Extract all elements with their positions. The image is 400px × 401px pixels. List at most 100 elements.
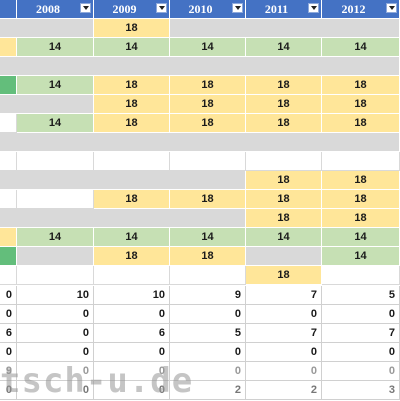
cell[interactable]: 6	[94, 324, 170, 343]
cell[interactable]: 18	[322, 190, 400, 209]
header-cell-2010[interactable]: 2010	[170, 0, 246, 19]
cell[interactable]: 10	[17, 286, 94, 305]
cell[interactable]: 18	[94, 95, 170, 114]
cell[interactable]	[0, 228, 17, 247]
cell[interactable]	[0, 190, 17, 209]
cell[interactable]: 0	[94, 305, 170, 324]
cell[interactable]: 18	[322, 171, 400, 190]
cell[interactable]: 9	[170, 286, 246, 305]
filter-dropdown-icon[interactable]	[386, 3, 397, 13]
cell[interactable]	[0, 266, 17, 285]
cell[interactable]: 14	[322, 38, 400, 57]
cell[interactable]	[0, 114, 17, 133]
cell[interactable]: 18	[246, 114, 322, 133]
cell[interactable]: 0	[17, 343, 94, 362]
cell[interactable]	[322, 152, 400, 171]
cell[interactable]	[17, 266, 94, 285]
cell[interactable]	[246, 152, 322, 171]
cell[interactable]: 18	[94, 247, 170, 266]
cell[interactable]: 14	[322, 247, 400, 266]
cell[interactable]: 7	[246, 324, 322, 343]
cell[interactable]: 0	[246, 305, 322, 324]
cell[interactable]	[170, 266, 246, 285]
cell[interactable]: 18	[246, 190, 322, 209]
cell[interactable]: 0	[17, 324, 94, 343]
cell[interactable]: 18	[170, 76, 246, 95]
cell[interactable]: 14	[17, 114, 94, 133]
header-cell-2008[interactable]: 2008	[17, 0, 94, 19]
cell[interactable]	[94, 266, 170, 285]
cell[interactable]: 18	[94, 19, 170, 38]
cell[interactable]: 18	[94, 114, 170, 133]
cell[interactable]: 9	[0, 362, 17, 381]
cell[interactable]: 0	[0, 286, 17, 305]
filter-dropdown-icon[interactable]	[308, 3, 319, 13]
cell[interactable]: 0	[246, 362, 322, 381]
cell[interactable]: 14	[94, 38, 170, 57]
filter-dropdown-icon[interactable]	[80, 3, 91, 13]
cell[interactable]: 18	[246, 209, 322, 228]
cell[interactable]: 10	[94, 286, 170, 305]
cell[interactable]: 0	[322, 343, 400, 362]
cell[interactable]	[0, 209, 246, 228]
cell[interactable]: 18	[322, 209, 400, 228]
cell[interactable]	[0, 152, 17, 171]
cell[interactable]	[0, 76, 17, 95]
cell[interactable]: 7	[322, 324, 400, 343]
cell[interactable]	[17, 152, 94, 171]
cell[interactable]	[246, 247, 322, 266]
cell[interactable]: 18	[94, 190, 170, 209]
cell[interactable]	[0, 247, 17, 266]
cell[interactable]: 5	[322, 286, 400, 305]
cell[interactable]: 0	[170, 343, 246, 362]
cell[interactable]: 14	[17, 228, 94, 247]
cell[interactable]	[0, 95, 94, 114]
cell[interactable]: 0	[0, 343, 17, 362]
cell[interactable]: 14	[17, 38, 94, 57]
header-cell-2012[interactable]: 2012	[322, 0, 400, 19]
cell[interactable]: 14	[170, 228, 246, 247]
cell[interactable]: 0	[0, 305, 17, 324]
cell[interactable]	[0, 133, 400, 152]
cell[interactable]: 0	[322, 305, 400, 324]
cell[interactable]: 18	[246, 76, 322, 95]
filter-dropdown-icon[interactable]	[156, 3, 167, 13]
cell[interactable]	[322, 266, 400, 285]
cell[interactable]: 18	[246, 171, 322, 190]
cell[interactable]: 18	[322, 114, 400, 133]
cell[interactable]: 18	[170, 190, 246, 209]
cell[interactable]: 0	[170, 362, 246, 381]
cell[interactable]: 18	[322, 76, 400, 95]
cell[interactable]: 7	[246, 286, 322, 305]
cell[interactable]: 0	[94, 343, 170, 362]
cell[interactable]: 0	[170, 305, 246, 324]
cell[interactable]: 6	[0, 324, 17, 343]
cell[interactable]: 0	[94, 362, 170, 381]
cell[interactable]	[94, 152, 170, 171]
cell[interactable]: 0	[246, 343, 322, 362]
cell[interactable]: 18	[246, 95, 322, 114]
cell[interactable]	[170, 19, 400, 38]
cell[interactable]: 14	[17, 76, 94, 95]
cell[interactable]: 14	[246, 228, 322, 247]
filter-dropdown-icon[interactable]	[232, 3, 243, 13]
cell[interactable]: 0	[17, 305, 94, 324]
cell[interactable]	[17, 190, 94, 209]
cell[interactable]: 14	[322, 228, 400, 247]
cell[interactable]	[0, 38, 17, 57]
header-cell-2011[interactable]: 2011	[246, 0, 322, 19]
cell[interactable]: 18	[170, 95, 246, 114]
cell[interactable]: 18	[94, 76, 170, 95]
cell[interactable]: 0	[17, 362, 94, 381]
cell[interactable]: 14	[170, 38, 246, 57]
cell[interactable]: 18	[170, 247, 246, 266]
cell[interactable]: 5	[170, 324, 246, 343]
cell[interactable]: 14	[94, 228, 170, 247]
header-cell-2009[interactable]: 2009	[94, 0, 170, 19]
cell[interactable]: 18	[170, 114, 246, 133]
cell[interactable]	[0, 57, 400, 76]
cell[interactable]	[17, 247, 94, 266]
cell[interactable]	[0, 19, 94, 38]
cell[interactable]	[170, 152, 246, 171]
cell[interactable]: 18	[246, 266, 322, 285]
